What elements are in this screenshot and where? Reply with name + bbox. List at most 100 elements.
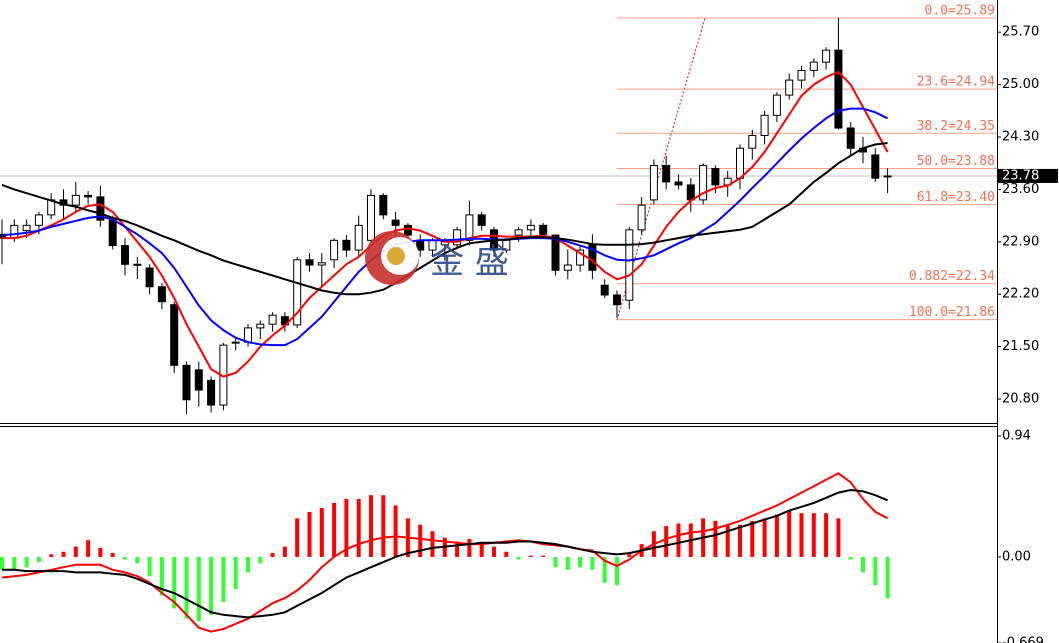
fib-label: 23.6=24.94 xyxy=(917,75,995,90)
candle-body xyxy=(834,49,843,129)
candle-body xyxy=(453,229,462,246)
candle-body xyxy=(797,69,806,81)
moving-average xyxy=(2,70,889,378)
macd-bar xyxy=(750,520,755,557)
candle-body xyxy=(305,259,314,266)
macd-bar xyxy=(578,556,583,568)
macd-bar xyxy=(725,524,730,557)
macd-bar xyxy=(24,556,29,568)
macd-bar xyxy=(602,556,607,583)
candle-body xyxy=(96,196,105,221)
macd-bar xyxy=(774,514,779,557)
candle-body xyxy=(256,323,265,329)
moving-average xyxy=(1,107,889,347)
macd-bar xyxy=(123,556,127,560)
macd-bar xyxy=(836,518,841,557)
candle-body xyxy=(182,364,191,401)
macd-bar xyxy=(110,553,115,557)
macd-bar xyxy=(479,544,484,557)
macd-bar xyxy=(528,555,533,557)
macd-bar xyxy=(196,556,201,622)
macd-bar xyxy=(319,508,324,557)
y-tick-label: 21.50 xyxy=(1002,339,1039,354)
candle-body xyxy=(613,294,621,306)
candle-body xyxy=(22,224,31,232)
macd-bar xyxy=(738,524,742,557)
macd-bar xyxy=(0,556,4,570)
candle-body xyxy=(207,379,216,406)
macd-bar xyxy=(12,556,17,570)
macd-bar xyxy=(861,556,865,573)
candle-body xyxy=(367,194,375,241)
candle-body xyxy=(231,341,240,344)
macd-bar xyxy=(209,556,214,615)
macd-bar xyxy=(467,538,472,557)
macd-bar xyxy=(762,518,767,557)
macd-bar xyxy=(246,556,250,573)
candle-body xyxy=(465,214,474,241)
macd-bar xyxy=(553,556,558,568)
macd-bar xyxy=(873,556,878,586)
macd-bar xyxy=(98,547,103,557)
candle-body xyxy=(711,167,720,186)
macd-bar xyxy=(615,556,619,586)
macd-bar xyxy=(147,556,152,577)
candle-body xyxy=(170,304,179,366)
macd-bar xyxy=(344,499,349,557)
candle-body xyxy=(194,369,203,391)
candle-body xyxy=(637,204,646,231)
y-tick-label: 23.60 xyxy=(1002,182,1039,197)
macd-bar xyxy=(332,502,337,557)
candle-body xyxy=(736,147,744,179)
candle-body xyxy=(600,284,609,296)
y-tick-label: 22.90 xyxy=(1002,234,1039,249)
macd-bar xyxy=(184,556,189,619)
macd-bar xyxy=(492,546,496,557)
macd-bar xyxy=(295,518,300,557)
candle-body xyxy=(108,219,117,247)
y-tick-label: 20.80 xyxy=(1002,392,1039,407)
candle-body xyxy=(625,229,634,301)
candle-body xyxy=(268,314,277,325)
macd-bar xyxy=(664,526,669,557)
candle-body xyxy=(563,264,572,271)
macd-bar xyxy=(418,524,423,557)
logo: 金 盛 xyxy=(365,231,509,285)
y-tick-label: 0.94 xyxy=(1002,429,1031,444)
macd-bar xyxy=(787,510,792,557)
y-tick-label: -0.669 xyxy=(1002,636,1044,643)
candle-body xyxy=(317,262,326,266)
candle-body xyxy=(686,184,695,201)
candle-body xyxy=(342,239,351,251)
macd-bar xyxy=(430,531,435,557)
candle-body xyxy=(772,94,781,116)
fib-label: 100.0=21.86 xyxy=(909,305,995,320)
macd-bar xyxy=(356,499,361,557)
macd-bar xyxy=(369,495,373,557)
fib-label: 61.8=23.40 xyxy=(917,190,995,205)
macd-bar xyxy=(73,546,78,557)
candle-body xyxy=(354,224,363,251)
candle-body xyxy=(416,239,425,251)
candle-body xyxy=(539,224,548,235)
macd-bar xyxy=(61,551,66,557)
last-price-box xyxy=(998,168,1058,183)
macd-bar xyxy=(172,556,177,609)
candle-body xyxy=(157,286,166,303)
candle-body xyxy=(871,154,880,179)
y-tick-label: 25.00 xyxy=(1002,77,1039,92)
y-tick-label: 25.70 xyxy=(1002,25,1039,40)
macd-bar xyxy=(233,556,238,590)
macd-bar xyxy=(393,505,398,557)
candle-body xyxy=(699,164,708,201)
candle-body xyxy=(403,224,412,236)
macd-bar xyxy=(627,554,632,557)
macd-line xyxy=(1,472,889,633)
macd-line xyxy=(2,488,888,619)
macd-bar xyxy=(258,556,263,564)
macd-bar xyxy=(381,495,386,557)
macd-bar xyxy=(516,556,521,560)
candle-body xyxy=(379,194,388,216)
